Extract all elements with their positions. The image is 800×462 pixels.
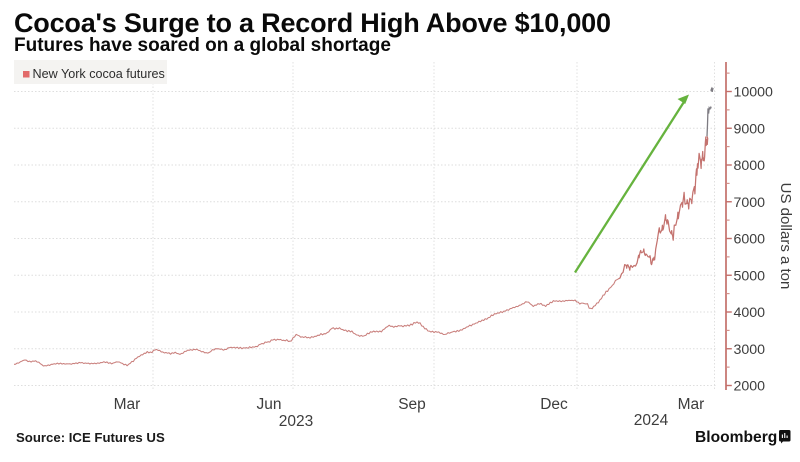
svg-text:Jun: Jun: [257, 396, 282, 413]
svg-text:10000: 10000: [734, 85, 774, 101]
svg-text:Futures have soared on a globa: Futures have soared on a global shortage: [14, 35, 391, 56]
svg-text:8000: 8000: [734, 158, 766, 174]
svg-text:2023: 2023: [279, 413, 313, 430]
svg-text:Cocoa's Surge to a Record High: Cocoa's Surge to a Record High Above $10…: [14, 8, 611, 38]
svg-text:5000: 5000: [734, 268, 766, 284]
svg-text:Sep: Sep: [398, 396, 426, 413]
svg-text:2000: 2000: [734, 379, 766, 395]
svg-text:6000: 6000: [734, 232, 766, 248]
svg-text:Mar: Mar: [678, 396, 705, 413]
svg-text:Bloomberg: Bloomberg: [695, 429, 777, 446]
svg-text:US dollars a ton: US dollars a ton: [777, 183, 794, 290]
svg-text:Mar: Mar: [114, 396, 141, 413]
svg-text:9000: 9000: [734, 121, 766, 137]
svg-text:2024: 2024: [634, 412, 669, 429]
svg-text:Source: ICE Futures US: Source: ICE Futures US: [16, 430, 165, 445]
svg-text:Dec: Dec: [540, 396, 568, 413]
svg-text:4000: 4000: [734, 305, 766, 321]
svg-text:7000: 7000: [734, 195, 766, 211]
svg-text:New York cocoa futures: New York cocoa futures: [33, 67, 165, 81]
svg-text:3000: 3000: [734, 342, 766, 358]
